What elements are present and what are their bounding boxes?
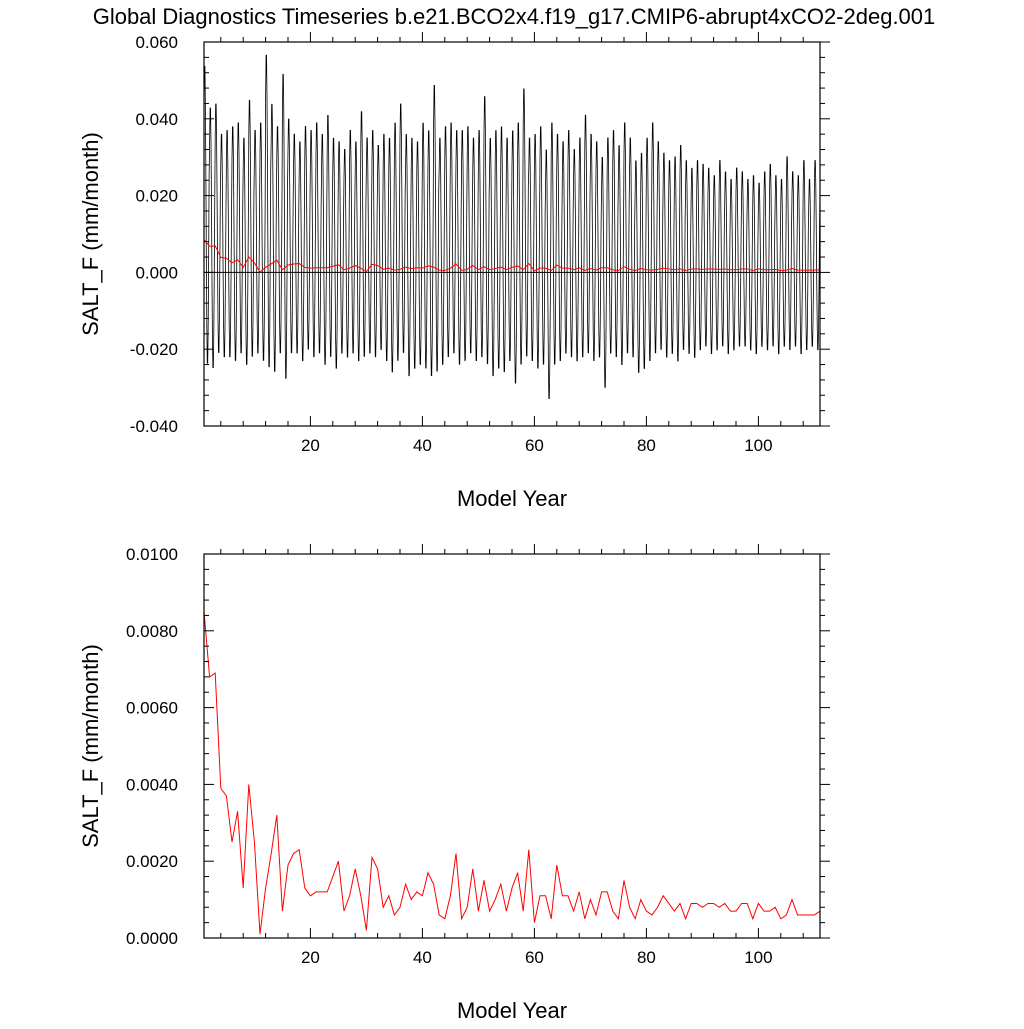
y-tick-label: 0.040: [135, 110, 178, 129]
x-tick-label: 100: [744, 436, 772, 455]
y-tick-label: 0.0080: [126, 622, 178, 641]
x-tick-label: 60: [525, 948, 544, 967]
plot-area: [204, 54, 820, 399]
x-tick-label: 40: [413, 948, 432, 967]
annual-mean-series-line: [204, 239, 820, 273]
x-tick-label: 80: [637, 948, 656, 967]
plot-frame: [203, 553, 821, 939]
y-tick-label: 0.060: [135, 33, 178, 52]
y-tick-label: 0.0000: [126, 929, 178, 948]
y-tick-label: 0.0040: [126, 775, 178, 794]
figure-title: Global Diagnostics Timeseries b.e21.BCO2…: [93, 4, 936, 29]
x-axis-label: Model Year: [457, 998, 567, 1023]
y-tick-label: 0.020: [135, 187, 178, 206]
y-tick-label: 0.000: [135, 263, 178, 282]
plot-frame: [203, 41, 821, 427]
x-tick-label: 100: [744, 948, 772, 967]
y-tick-label: 0.0060: [126, 699, 178, 718]
x-tick-label: 60: [525, 436, 544, 455]
y-tick-label: -0.020: [130, 340, 178, 359]
y-axis-label: SALT_F (mm/month): [78, 644, 103, 848]
annual-mean-series-line: [204, 611, 820, 935]
bottom-panel: 20 40 60 80 100 0.0000 0.0020 0.0040 0.0060 0.008…: [78, 544, 830, 1023]
x-tick-label: 20: [301, 948, 320, 967]
x-axis-label: Model Year: [457, 486, 567, 511]
x-tick-label: 20: [301, 436, 320, 455]
y-axis-label: SALT_F (mm/month): [78, 132, 103, 336]
x-tick-label: 40: [413, 436, 432, 455]
y-tick-label: 0.0100: [126, 545, 178, 564]
y-tick-label: -0.040: [130, 417, 178, 436]
top-panel: 20 40 60 80 100 -0.040 -0.020 0.000 0.020 0.040 0.…: [78, 32, 830, 511]
monthly-series-line: [204, 54, 820, 399]
x-tick-label: 80: [637, 436, 656, 455]
plot-area: [204, 611, 820, 935]
y-tick-label: 0.0020: [126, 852, 178, 871]
